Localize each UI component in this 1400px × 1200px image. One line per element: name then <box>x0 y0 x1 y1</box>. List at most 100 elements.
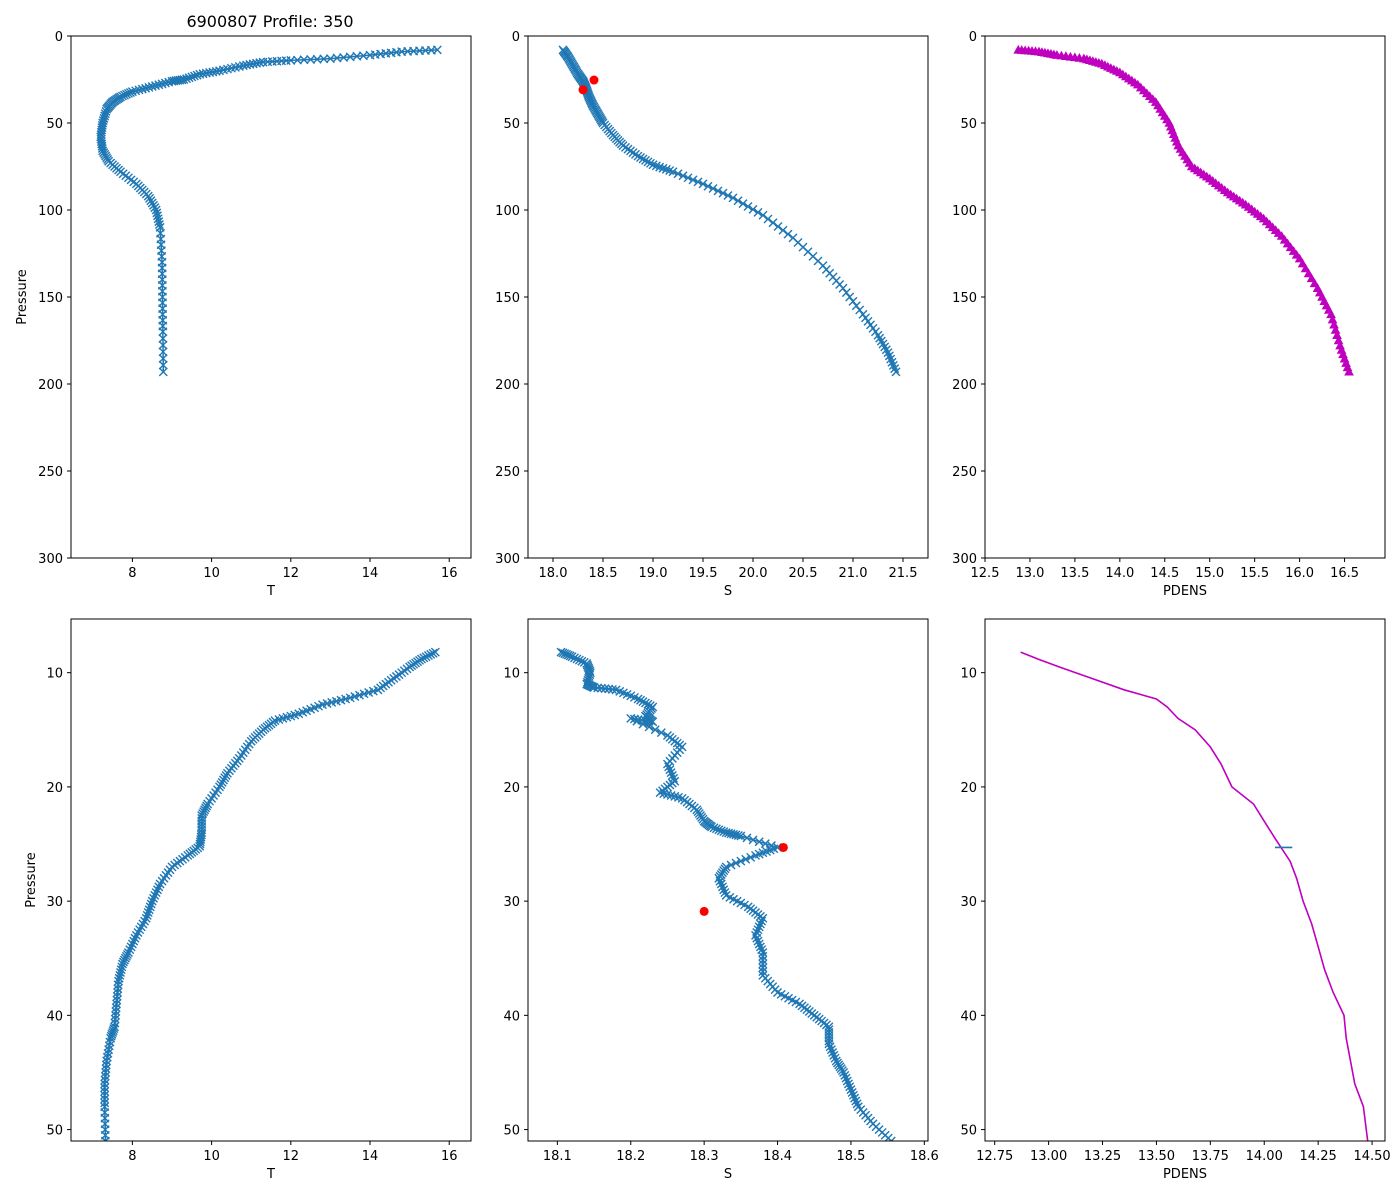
data-point-marker <box>715 876 725 886</box>
data-point-marker <box>125 945 135 955</box>
data-point-marker <box>698 179 708 189</box>
axes-frame <box>527 35 929 559</box>
chart-panel-top-right: 12.5 13.0 13.5 14.0 14.5 15.0 15.5 16.0 16.5 0 50 1… <box>952 30 1386 599</box>
data-point-marker <box>426 649 436 659</box>
data-point-marker <box>757 916 767 926</box>
series-markers <box>96 45 442 377</box>
data-point-marker <box>736 856 746 866</box>
data-point-marker <box>848 1090 858 1100</box>
x-tick-label: 13.0 <box>1015 566 1044 581</box>
data-point-marker <box>189 71 199 81</box>
data-point-marker <box>111 1003 121 1013</box>
series-line-s <box>562 49 897 373</box>
data-point-marker <box>753 936 763 946</box>
y-tick-label: 50 <box>503 117 520 132</box>
x-axis-label: PDENS <box>1163 1167 1207 1182</box>
data-point-marker <box>738 199 748 209</box>
data-point-marker <box>145 193 155 203</box>
y-tick-label: 10 <box>503 667 520 682</box>
axes-frame <box>70 618 472 1142</box>
data-point-marker <box>841 288 851 298</box>
data-point-marker <box>728 193 738 203</box>
data-point-marker <box>1294 253 1305 263</box>
y-tick-label: 40 <box>960 1009 977 1024</box>
x-tick-label: 14.5 <box>1150 566 1179 581</box>
y-tick-label: 50 <box>960 117 977 132</box>
y-tick-label: 250 <box>38 465 63 480</box>
data-point-marker <box>574 655 584 665</box>
data-point-marker <box>1297 258 1308 268</box>
data-point-marker <box>145 902 155 912</box>
data-point-marker <box>841 1073 851 1083</box>
data-point-marker <box>144 82 154 92</box>
data-point-marker <box>607 684 617 694</box>
data-point-marker <box>146 196 156 206</box>
data-point-marker <box>158 367 168 377</box>
data-point-marker <box>741 854 751 864</box>
data-point-marker <box>650 725 660 735</box>
data-point-marker <box>719 885 729 895</box>
y-tick-label: 50 <box>46 117 63 132</box>
data-point-marker <box>847 1087 857 1097</box>
data-point-marker <box>848 296 858 306</box>
data-point-marker <box>102 1056 112 1066</box>
x-tick-label: 10 <box>203 566 220 581</box>
data-point-marker <box>192 70 202 80</box>
x-tick-label: 14 <box>362 1149 379 1164</box>
data-point-marker <box>164 77 174 87</box>
y-tick-label: 30 <box>46 895 63 910</box>
data-point-marker <box>665 765 675 775</box>
y-tick-label: 30 <box>960 895 977 910</box>
x-tick-label: 12 <box>283 566 300 581</box>
data-point-marker <box>643 157 653 167</box>
data-point-marker <box>158 333 168 343</box>
data-point-marker <box>751 850 761 860</box>
data-point-marker <box>633 151 643 161</box>
data-point-marker <box>733 196 743 206</box>
data-point-marker <box>828 1047 838 1057</box>
data-point-marker <box>111 1010 121 1020</box>
data-point-marker <box>843 1079 853 1089</box>
data-point-marker <box>678 171 688 181</box>
data-point-marker <box>100 1087 110 1096</box>
data-point-marker <box>596 683 606 693</box>
data-point-marker <box>636 695 646 705</box>
x-tick-label: 14.0 <box>1105 566 1134 581</box>
data-point-marker <box>100 1090 110 1100</box>
data-point-marker <box>751 930 761 940</box>
data-point-marker <box>143 908 153 918</box>
data-point-marker <box>758 948 768 958</box>
y-tick-label: 50 <box>960 1124 977 1139</box>
y-tick-label: 200 <box>38 378 63 393</box>
x-tick-label: 16 <box>441 566 458 581</box>
data-point-marker <box>126 942 136 952</box>
x-tick-label: 14.25 <box>1300 1149 1337 1164</box>
data-point-marker <box>569 653 579 663</box>
flagged-point <box>778 842 788 852</box>
y-axis-label: Pressure <box>24 852 39 908</box>
y-tick-label: 250 <box>952 465 977 480</box>
data-point-marker <box>638 719 648 729</box>
y-tick-label: 100 <box>952 204 977 219</box>
plot-area-bottom-left <box>100 647 440 1141</box>
data-point-marker <box>708 184 718 194</box>
data-point-marker <box>842 1076 852 1086</box>
data-point-marker <box>187 72 197 82</box>
data-point-marker <box>423 651 433 661</box>
data-point-marker <box>160 78 170 88</box>
data-point-marker <box>839 1067 849 1077</box>
data-point-marker <box>127 939 137 949</box>
data-point-marker <box>114 976 124 986</box>
data-point-marker <box>846 1085 856 1095</box>
chart-panel-top-middle: 18.0 18.5 19.0 19.5 20.0 20.5 21.0 21.5 0 50 100 15… <box>495 30 929 599</box>
data-point-marker <box>158 360 168 370</box>
series-line-pdens <box>1018 49 1350 373</box>
y-tick-label: 300 <box>952 552 977 567</box>
y-tick-label: 300 <box>38 552 63 567</box>
data-point-marker <box>419 653 429 663</box>
data-point-marker <box>758 967 768 977</box>
data-point-marker <box>753 925 763 935</box>
data-point-marker <box>733 830 743 840</box>
data-point-marker <box>731 858 741 868</box>
data-point-marker <box>713 186 723 196</box>
